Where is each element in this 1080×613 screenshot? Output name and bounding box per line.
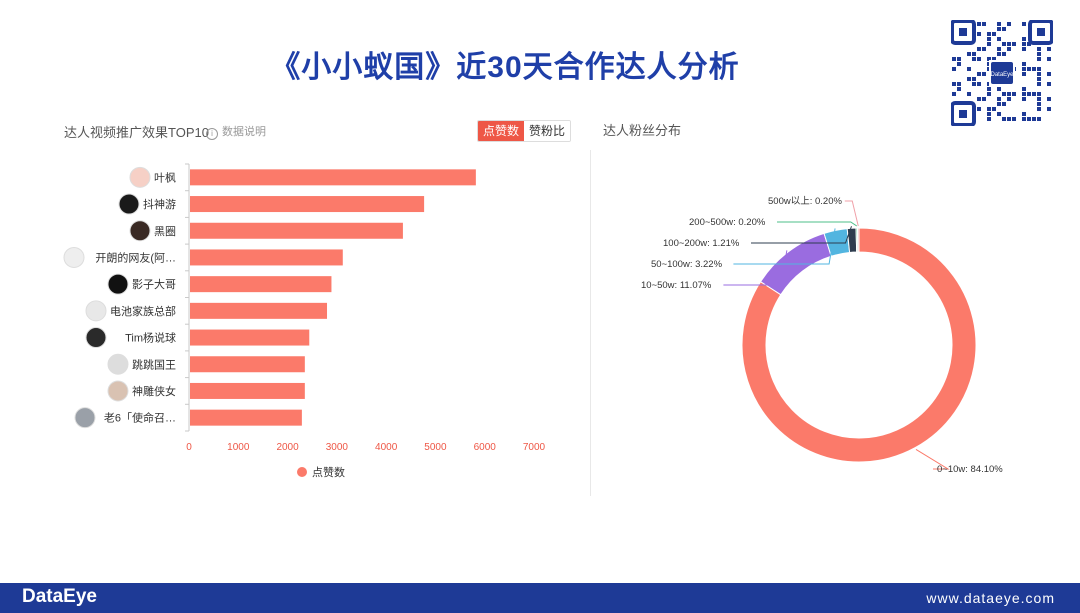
panda-avatar-icon	[63, 246, 85, 268]
label-leader-line	[751, 226, 852, 244]
bar	[190, 302, 328, 319]
footer-url[interactable]: www.dataeye.com	[926, 590, 1055, 606]
x-tick-label: 4000	[375, 442, 398, 453]
x-tick-label: 1000	[227, 442, 250, 453]
bar	[190, 249, 343, 266]
y-tick-label: 跳跳国王	[132, 357, 176, 371]
slice-label: 200~500w: 0.20%	[689, 217, 766, 228]
gamepad-avatar-icon	[107, 273, 129, 295]
label-leader-line	[723, 250, 788, 286]
svg-text:DataEye: DataEye	[990, 72, 1014, 78]
x-tick-label: 7000	[523, 442, 546, 453]
donut-slice	[741, 227, 977, 463]
bar	[190, 329, 310, 346]
toggle-like-fan-ratio[interactable]: 赞粉比	[524, 121, 571, 141]
donut-panel-title: 达人粉丝分布	[603, 123, 682, 138]
legend-label: 点赞数	[312, 466, 345, 479]
y-tick-label: 叶枫	[154, 170, 176, 184]
bar	[190, 409, 302, 426]
donut-slice	[857, 227, 860, 253]
bar	[190, 356, 305, 373]
legend-marker	[297, 467, 307, 477]
page-title: 《小小蚁国》近30天合作达人分析	[270, 51, 740, 84]
slice-label: 0~10w: 84.10%	[937, 464, 1003, 475]
slice-label: 10~50w: 11.07%	[641, 280, 712, 291]
y-tick-label: 电池家族总部	[110, 304, 176, 318]
bar	[190, 382, 305, 399]
bar	[190, 276, 332, 293]
slice-label: 100~200w: 1.21%	[663, 238, 740, 249]
label-leader-line	[844, 200, 859, 227]
info-icon: i	[206, 128, 218, 140]
bar-panel-title: 达人视频推广效果TOP10	[64, 125, 209, 140]
x-tick-label: 2000	[276, 442, 299, 453]
y-tick-label: 影子大哥	[132, 277, 176, 291]
label-leader-line	[777, 221, 858, 227]
donut-chart: 0~10w: 84.10% 10~50w: 11.07% 50~100w: 3.22…	[641, 196, 1003, 475]
person-avatar-icon	[74, 407, 96, 429]
label-leader-line	[733, 228, 836, 265]
logo-avatar-icon	[118, 193, 140, 215]
person-avatar-icon	[85, 327, 107, 349]
person-avatar-icon	[107, 380, 129, 402]
y-tick-label: 抖神游	[143, 197, 176, 211]
panel-divider	[590, 150, 591, 496]
metric-toggle[interactable]: 点赞数 赞粉比	[477, 120, 572, 142]
bar	[190, 196, 425, 213]
y-tick-label: 开朗的网友(阿…	[95, 250, 176, 264]
slice-label: 50~100w: 3.22%	[651, 259, 723, 270]
y-tick-label: 黑圈	[154, 225, 176, 238]
y-tick-label: 老6「使命召…	[104, 411, 176, 425]
battery-avatar-icon	[85, 300, 107, 322]
x-tick-label: 5000	[424, 442, 447, 453]
x-tick-label: 3000	[326, 442, 349, 453]
toggle-likes[interactable]: 点赞数	[478, 121, 525, 141]
y-tick-label: 神雕侠女	[132, 384, 176, 398]
label-leader-line	[915, 449, 950, 470]
footer-bar: DataEye www.dataeye.com	[0, 583, 1080, 613]
x-tick-label: 0	[186, 442, 192, 453]
x-tick-label: 6000	[474, 442, 497, 453]
bar	[190, 169, 476, 186]
slice-label: 500w以上: 0.20%	[768, 196, 842, 207]
bar	[190, 222, 403, 239]
data-info-link[interactable]: i 数据说明	[206, 123, 266, 140]
leaf-avatar-icon	[129, 166, 151, 188]
person-avatar-icon	[129, 220, 151, 242]
y-tick-label: Tim杨说球	[125, 331, 176, 345]
footer-brand: DataEye	[22, 586, 97, 607]
person-avatar-icon	[107, 353, 129, 375]
info-label: 数据说明	[222, 126, 266, 138]
qr-code-icon: DataEye	[951, 20, 1053, 126]
